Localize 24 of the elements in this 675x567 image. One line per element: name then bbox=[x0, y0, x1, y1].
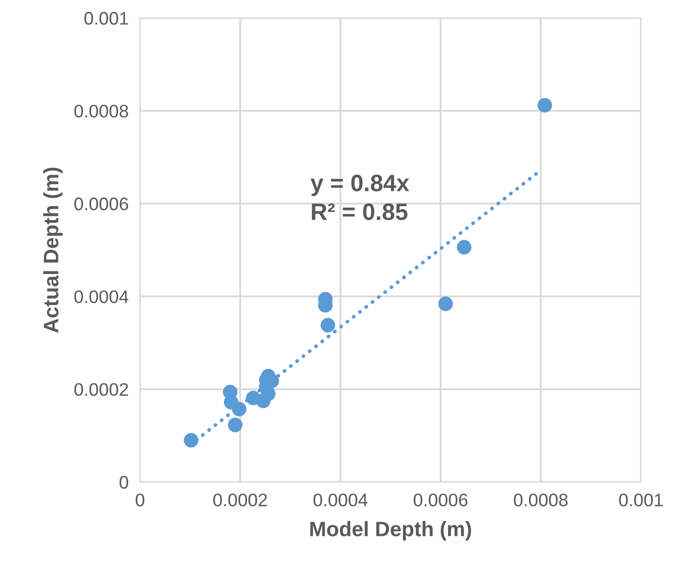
point bbox=[320, 318, 336, 332]
x-tick-label: 0.0006 bbox=[414, 494, 468, 506]
point bbox=[260, 386, 276, 402]
annotation: y = 0.84x bbox=[310, 174, 410, 196]
x-tick-label: 0 bbox=[136, 494, 144, 506]
y-tick-label: 0.001 bbox=[84, 12, 128, 25]
x-tick-label: 0.0004 bbox=[313, 494, 368, 506]
y-tick-label: 0.0004 bbox=[74, 290, 128, 304]
y-tick-label: 0.0008 bbox=[74, 104, 128, 118]
x-tick-label: 0.001 bbox=[619, 494, 663, 506]
y-tick-label: 0 bbox=[120, 476, 128, 489]
x-tick-label: 0.0002 bbox=[213, 494, 267, 506]
y-tick-label: 0.0002 bbox=[74, 383, 128, 396]
point bbox=[232, 402, 246, 416]
point bbox=[184, 432, 198, 448]
point bbox=[438, 296, 453, 312]
annotation: R² = 0.85 bbox=[312, 203, 408, 220]
x-tick-label: 0.0008 bbox=[514, 494, 568, 506]
point bbox=[456, 240, 472, 254]
x-axis-title: Model Depth (m) bbox=[310, 521, 472, 540]
y-axis-title: Actual Depth (m) bbox=[43, 168, 63, 333]
point bbox=[538, 98, 552, 113]
point bbox=[228, 418, 242, 432]
y-tick-label: 0.0006 bbox=[74, 198, 128, 210]
